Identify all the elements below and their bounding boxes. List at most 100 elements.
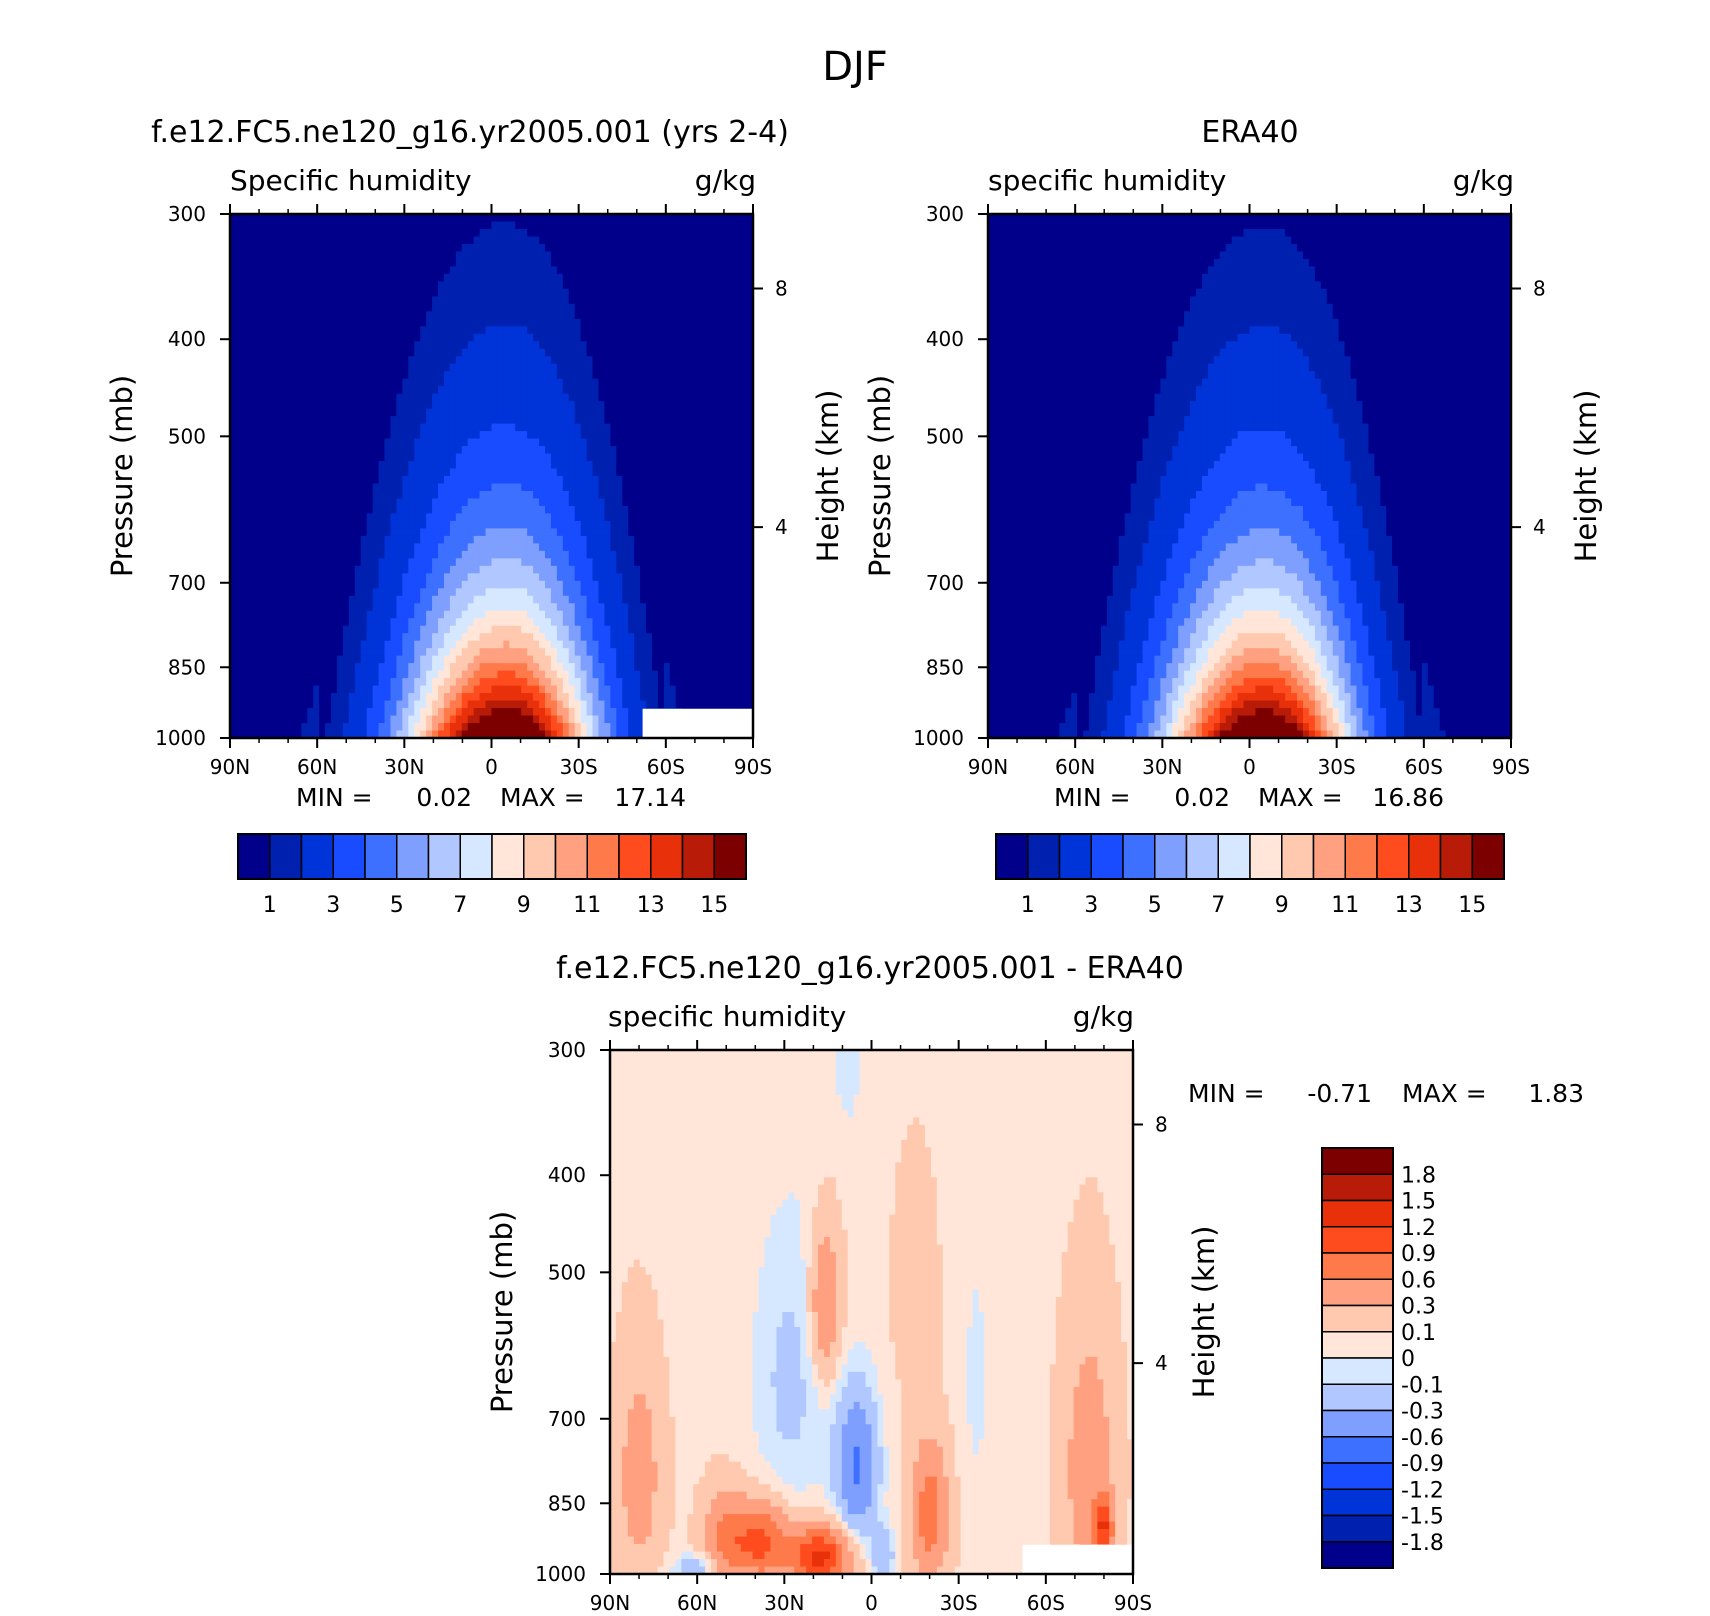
field-cell xyxy=(687,318,695,327)
field-cell xyxy=(259,243,267,253)
field-cell xyxy=(628,228,635,238)
field-cell xyxy=(604,326,611,335)
field-cell xyxy=(325,273,332,282)
field-cell xyxy=(253,461,261,470)
field-cell xyxy=(319,221,326,230)
field-cell xyxy=(533,363,540,372)
field-cell xyxy=(438,588,445,597)
field-cell xyxy=(586,573,594,582)
field-cell xyxy=(604,633,611,642)
field-cell xyxy=(646,401,653,410)
field-cell xyxy=(348,431,356,440)
field-cell xyxy=(669,423,677,432)
field-cell xyxy=(432,633,439,642)
field-cell xyxy=(461,438,469,447)
field-cell xyxy=(544,446,552,455)
field-cell xyxy=(657,341,665,350)
field-cell xyxy=(277,258,285,267)
field-cell xyxy=(277,221,285,230)
field-cell xyxy=(396,431,403,440)
field-cell xyxy=(533,393,540,402)
field-cell xyxy=(747,386,754,395)
field-cell xyxy=(414,483,421,492)
field-cell xyxy=(479,588,487,597)
field-cell xyxy=(348,490,356,500)
field-cell xyxy=(747,625,754,634)
field-cell xyxy=(396,490,403,500)
field-cell xyxy=(604,318,611,327)
field-cell xyxy=(622,513,629,522)
field-cell xyxy=(539,618,546,627)
field-cell xyxy=(354,363,362,372)
field-cell xyxy=(580,296,588,305)
field-cell xyxy=(717,588,724,597)
field-cell xyxy=(402,386,409,395)
field-cell xyxy=(247,423,255,432)
field-cell xyxy=(527,618,534,627)
field-cell xyxy=(325,214,332,223)
field-cell xyxy=(390,580,398,589)
field-cell xyxy=(378,461,386,470)
field-cell xyxy=(289,318,296,327)
field-cell xyxy=(527,453,534,462)
field-cell xyxy=(711,416,718,425)
field-cell xyxy=(408,251,415,260)
field-cell xyxy=(378,281,386,290)
field-cell xyxy=(325,296,332,305)
field-cell xyxy=(497,565,504,574)
field-cell xyxy=(550,476,558,485)
field-cell xyxy=(307,311,314,320)
field-cell xyxy=(723,401,730,410)
field-cell xyxy=(461,296,469,305)
field-cell xyxy=(455,243,463,253)
field-cell xyxy=(741,528,748,537)
field-cell xyxy=(342,214,350,223)
field-cell xyxy=(455,505,463,515)
field-cell xyxy=(503,251,510,260)
field-cell xyxy=(259,483,267,492)
field-cell xyxy=(253,318,261,327)
field-cell xyxy=(640,498,647,507)
field-cell xyxy=(443,288,451,297)
field-cell xyxy=(539,288,546,297)
field-cell xyxy=(515,490,522,500)
field-cell xyxy=(521,318,528,327)
field-cell xyxy=(342,386,350,395)
field-cell xyxy=(550,266,558,275)
field-cell xyxy=(455,513,463,522)
field-cell xyxy=(289,326,296,335)
field-cell xyxy=(348,633,356,642)
field-cell xyxy=(455,333,463,342)
field-cell xyxy=(295,618,302,627)
field-cell xyxy=(747,431,754,440)
field-cell xyxy=(747,423,754,432)
field-cell xyxy=(372,258,380,267)
field-cell xyxy=(247,588,255,597)
field-cell xyxy=(390,243,398,253)
field-cell xyxy=(414,281,421,290)
field-cell xyxy=(307,453,314,462)
field-cell xyxy=(503,296,510,305)
field-cell xyxy=(723,236,730,245)
field-cell xyxy=(277,236,285,245)
field-cell xyxy=(675,236,683,245)
field-cell xyxy=(295,468,302,477)
field-cell xyxy=(253,273,261,282)
field-cell xyxy=(479,535,487,544)
field-cell xyxy=(230,476,237,485)
field-cell xyxy=(723,565,730,574)
field-cell xyxy=(640,348,647,357)
field-cell xyxy=(651,356,659,365)
field-cell xyxy=(235,378,243,387)
field-cell xyxy=(729,281,736,290)
field-cell xyxy=(503,363,510,372)
field-cell xyxy=(420,618,427,627)
field-cell xyxy=(336,266,344,275)
field-cell xyxy=(521,565,528,574)
field-cell xyxy=(574,243,582,253)
field-cell xyxy=(646,505,653,515)
field-cell xyxy=(604,513,611,522)
field-cell xyxy=(681,258,689,267)
field-cell xyxy=(550,446,558,455)
field-cell xyxy=(556,565,564,574)
